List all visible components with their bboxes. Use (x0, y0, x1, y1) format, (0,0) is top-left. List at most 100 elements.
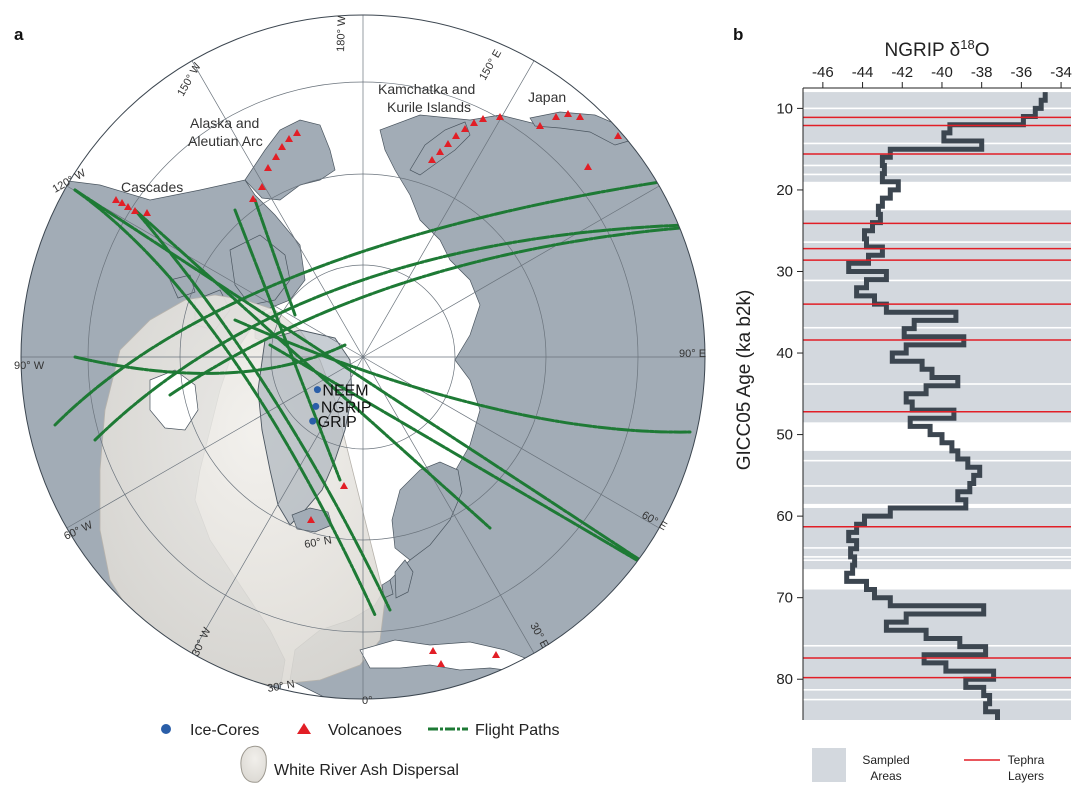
label-kamchatka-line2: Kurile Islands (387, 99, 471, 115)
label-lon-90w: 90° W (14, 360, 45, 372)
sampled-areas (803, 92, 1071, 720)
ngrip-chart: -46 -44 -42 -40 -38 -36 -34 10 20 30 40 50 60 70 80 (776, 64, 1072, 720)
ice-core-label: GRIP (318, 414, 357, 431)
ice-core-label: NGRIP (321, 399, 372, 416)
legend-ice-cores: Ice-Cores (190, 722, 259, 739)
volcano-marker (429, 647, 437, 654)
volcano-marker (258, 183, 266, 190)
panel-letter-a: a (14, 25, 24, 44)
volcano-marker (131, 207, 139, 214)
sampled-gap (803, 107, 1071, 110)
volcano-marker (264, 164, 272, 171)
x-tick-label: -36 (1011, 64, 1033, 81)
volcano-marker (428, 156, 436, 163)
meridian-line (362, 60, 535, 358)
legend-volcano-symbol (297, 723, 311, 734)
volcano-marker (437, 660, 445, 667)
volcano-marker (436, 148, 444, 155)
meridian-line (66, 356, 364, 529)
sampled-gap (803, 173, 1071, 176)
volcano-marker (444, 140, 452, 147)
meridian-line (191, 356, 364, 654)
legend-volcanoes: Volcanoes (328, 722, 402, 739)
y-axis: 10 20 30 40 50 60 70 80 (776, 88, 804, 720)
tephra-layers (803, 116, 1071, 679)
ice-core-marker (313, 386, 321, 394)
legend-sampled-line1: Sampled (862, 753, 909, 767)
meridian-line (362, 356, 535, 654)
volcano-marker (124, 203, 132, 210)
alaska-landmass (244, 119, 336, 201)
legend-sampled-symbol (812, 748, 846, 782)
sampled-gap (803, 689, 1071, 691)
legend-tephra-line2: Layers (1008, 769, 1044, 783)
label-japan: Japan (528, 89, 566, 105)
legend-ice-core-symbol (161, 724, 171, 734)
y-tick-label: 80 (776, 671, 793, 688)
legend-sampled-line2: Areas (870, 769, 901, 783)
x-tick-label: -40 (931, 64, 953, 81)
d18o-curve (844, 92, 1048, 720)
volcano-marker (461, 125, 469, 132)
label-cascades: Cascades (121, 179, 183, 195)
volcano-marker (584, 163, 592, 170)
flight-path (268, 343, 642, 564)
y-tick-label: 50 (776, 427, 793, 444)
flight-paths (53, 180, 692, 617)
volcano-marker (112, 196, 120, 203)
map-border (20, 14, 706, 700)
volcano-marker (285, 135, 293, 142)
label-alaska-line2: Aleutian Arc (188, 133, 263, 149)
volcano-marker (492, 651, 500, 658)
y-tick-label: 70 (776, 590, 793, 607)
unsampled-gaps (803, 107, 1071, 701)
flight-path (253, 198, 297, 317)
y-tick-label: 40 (776, 345, 793, 362)
flight-path (133, 208, 392, 612)
sampled-gap (803, 547, 1071, 549)
volcano-markers (112, 110, 622, 667)
japan-landmass (529, 111, 633, 146)
label-lat-30n: 30° N (266, 678, 295, 695)
sampled-gap (803, 241, 1071, 243)
volcano-marker (576, 113, 584, 120)
x-tick-label: -44 (852, 64, 874, 81)
y-axis-label: GICC05 Age (ka b2k) (734, 290, 755, 471)
flight-path (233, 318, 692, 434)
flight-path (73, 188, 377, 617)
sampled-area (803, 92, 1071, 182)
volcano-marker (470, 119, 478, 126)
y-tick-label: 60 (776, 508, 793, 525)
x-tick-label: -42 (891, 64, 913, 81)
volcano-marker (272, 153, 280, 160)
ice-core-label: NEEM (322, 383, 368, 400)
sampled-gap (803, 279, 1071, 282)
volcano-marker (614, 132, 622, 139)
sampled-gap (803, 559, 1071, 561)
label-alaska-line1: Alaska and (190, 115, 259, 131)
panel-letter-b: b (733, 25, 743, 44)
flight-path (168, 226, 682, 397)
sampled-area (803, 450, 1071, 504)
ice-core-marker (312, 402, 320, 410)
chart-title: NGRIP δ18O (885, 37, 990, 61)
map-legend: Ice-Cores Volcanoes Flight Paths White R… (161, 722, 559, 783)
x-tick-label: -38 (971, 64, 993, 81)
label-lat-60n: 60° N (303, 534, 332, 551)
legend-flight-paths: Flight Paths (475, 722, 559, 739)
meridian-line (66, 185, 364, 358)
volcano-marker (118, 199, 126, 206)
ice-core-marker (309, 417, 317, 425)
x-tick-label: -46 (812, 64, 834, 81)
x-axis: -46 -44 -42 -40 -38 -36 -34 (803, 64, 1072, 89)
flight-path (93, 223, 687, 442)
volcano-marker (249, 195, 257, 202)
sampled-gap (803, 164, 1071, 167)
chart-title-suffix: O (975, 40, 990, 61)
volcano-marker (564, 110, 572, 117)
y-tick-label: 10 (776, 100, 793, 117)
